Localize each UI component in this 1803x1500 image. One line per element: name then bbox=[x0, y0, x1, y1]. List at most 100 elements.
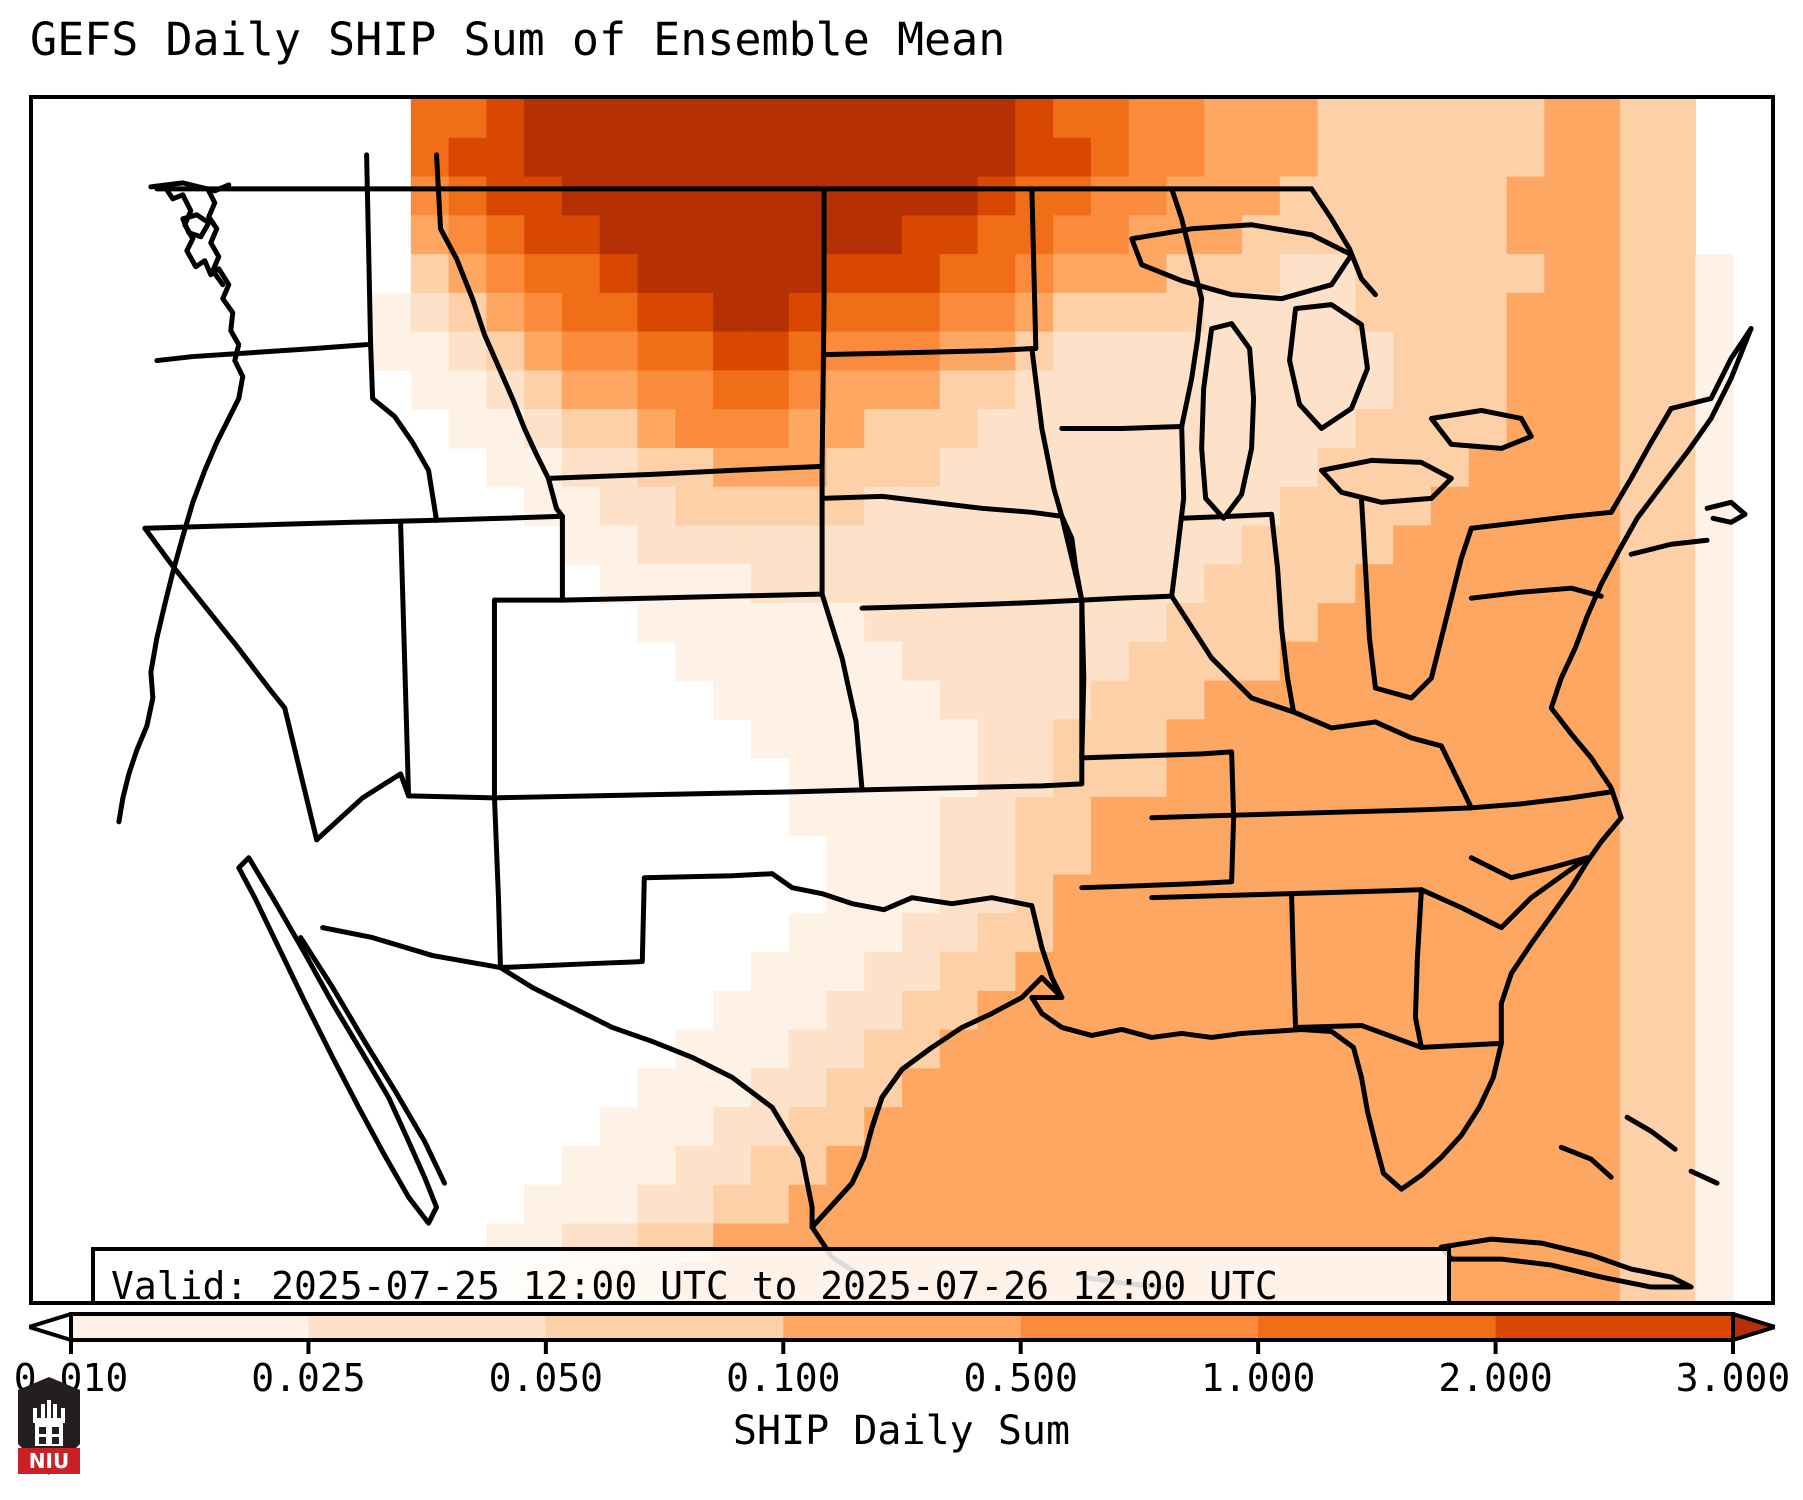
heatmap-cell bbox=[524, 370, 563, 410]
state-border-ca-nv bbox=[142, 525, 288, 711]
heatmap-cell bbox=[1430, 1068, 1470, 1108]
lake-erie bbox=[1319, 457, 1454, 505]
heatmap-cell bbox=[1053, 99, 1092, 139]
colorbar-tick-label: 0.050 bbox=[488, 1356, 604, 1400]
heatmap-cell bbox=[373, 292, 412, 333]
heatmap-cell bbox=[1657, 292, 1697, 333]
heatmap-cell bbox=[788, 913, 828, 953]
heatmap-cell bbox=[1695, 1068, 1734, 1108]
heatmap-cell bbox=[1582, 292, 1621, 333]
heatmap-cell bbox=[1242, 176, 1281, 216]
heatmap-cell bbox=[750, 370, 790, 410]
heatmap-cell bbox=[1279, 796, 1319, 837]
heatmap-cell bbox=[1090, 796, 1130, 837]
heatmap-cell bbox=[675, 641, 714, 682]
heatmap-cell bbox=[1695, 447, 1734, 488]
heatmap-cell bbox=[1279, 447, 1319, 488]
heatmap-cell bbox=[1015, 1029, 1054, 1069]
colorbar-band bbox=[545, 1314, 784, 1340]
heatmap-cell bbox=[524, 176, 563, 216]
heatmap-cell bbox=[902, 1068, 941, 1108]
heatmap-cell bbox=[1544, 292, 1583, 333]
heatmap-cell bbox=[1317, 952, 1356, 992]
heatmap-cell bbox=[1166, 1184, 1205, 1225]
state-border-ar-la bbox=[1079, 879, 1235, 891]
heatmap-cell bbox=[1544, 525, 1583, 565]
heatmap-cell bbox=[1053, 1068, 1092, 1108]
heatmap-cell bbox=[1317, 758, 1356, 798]
heatmap-cell bbox=[561, 409, 601, 449]
heatmap-cell bbox=[1355, 1184, 1394, 1225]
colorbar-swatches bbox=[29, 1312, 1775, 1354]
heatmap-cell bbox=[486, 215, 525, 255]
heatmap-cell bbox=[1355, 137, 1394, 178]
heatmap-cell bbox=[864, 1029, 903, 1069]
heatmap-cell bbox=[902, 409, 941, 449]
heatmap-cell bbox=[1166, 99, 1205, 139]
heatmap-cell bbox=[977, 292, 1016, 333]
heatmap-cell bbox=[1393, 99, 1432, 139]
heatmap-cell bbox=[1468, 680, 1508, 720]
heatmap-cell bbox=[373, 331, 412, 372]
heatmap-cell bbox=[750, 215, 790, 255]
heatmap-cell bbox=[788, 292, 828, 333]
heatmap-cell bbox=[864, 913, 903, 953]
heatmap-cell bbox=[1657, 215, 1697, 255]
state-border-az-nm bbox=[491, 795, 503, 971]
colorbar-band bbox=[783, 1314, 1022, 1340]
heatmap-cell bbox=[1015, 758, 1054, 798]
heatmap-cell bbox=[1393, 137, 1432, 178]
heatmap-cell bbox=[599, 1107, 639, 1147]
heatmap-cell bbox=[1204, 1107, 1243, 1147]
heatmap-cell bbox=[1657, 99, 1697, 139]
state-border-ga-fl bbox=[1293, 1022, 1504, 1050]
heatmap-cell bbox=[977, 215, 1016, 255]
state-border-mn-wi bbox=[1169, 186, 1205, 429]
heatmap-cell bbox=[1582, 370, 1621, 410]
heatmap-cell bbox=[1317, 1068, 1356, 1108]
heatmap-cell bbox=[1090, 176, 1130, 216]
heatmap-cell bbox=[410, 370, 450, 410]
heatmap-cell bbox=[1128, 990, 1168, 1031]
heatmap-cell bbox=[1355, 603, 1394, 643]
heatmap-cell bbox=[826, 796, 865, 837]
heatmap-cell bbox=[864, 447, 903, 488]
heatmap-cell bbox=[1430, 1145, 1470, 1186]
heatmap-cell bbox=[1544, 447, 1583, 488]
heatmap-cell bbox=[1317, 835, 1356, 876]
heatmap-cell bbox=[524, 99, 563, 139]
bahamas-2 bbox=[1624, 1114, 1678, 1152]
heatmap-cell bbox=[902, 990, 941, 1031]
heatmap-cell bbox=[750, 99, 790, 139]
state-border-nd-mn bbox=[1029, 186, 1039, 352]
heatmap-cell bbox=[561, 1145, 601, 1186]
baja-california bbox=[236, 855, 440, 1226]
heatmap-cell bbox=[1015, 603, 1054, 643]
bahamas-1 bbox=[1558, 1144, 1614, 1180]
heatmap-cell bbox=[1317, 680, 1356, 720]
heatmap-cell bbox=[1695, 990, 1734, 1031]
heatmap-cell bbox=[1053, 758, 1092, 798]
heatmap-cell bbox=[1430, 796, 1470, 837]
heatmap-cell bbox=[1506, 1107, 1545, 1147]
heatmap-cell bbox=[1619, 1029, 1659, 1069]
heatmap-cell bbox=[1657, 331, 1697, 372]
heatmap-cell bbox=[939, 370, 979, 410]
heatmap-cell bbox=[524, 292, 563, 333]
heatmap-cell bbox=[1279, 1068, 1319, 1108]
heatmap-cell bbox=[1544, 370, 1583, 410]
heatmap-cell bbox=[599, 176, 639, 216]
heatmap-cell bbox=[864, 254, 903, 294]
heatmap-cell bbox=[1506, 447, 1545, 488]
colorbar[interactable]: 0.010 0.025 0.050 0.100 0.500 1.000 2.000 3.000 bbox=[14, 1310, 1790, 1400]
heatmap-cell bbox=[637, 1145, 676, 1186]
heatmap-cell bbox=[1619, 564, 1659, 604]
heatmap-cell bbox=[1128, 99, 1168, 139]
heatmap-cell bbox=[1053, 331, 1092, 372]
heatmap-cell bbox=[1468, 254, 1508, 294]
heatmap-cell bbox=[1128, 758, 1168, 798]
colorbar-band bbox=[71, 1314, 310, 1340]
heatmap-cell bbox=[1619, 1223, 1659, 1263]
heatmap-cell bbox=[1053, 1107, 1092, 1147]
heatmap-cell bbox=[1657, 758, 1697, 798]
